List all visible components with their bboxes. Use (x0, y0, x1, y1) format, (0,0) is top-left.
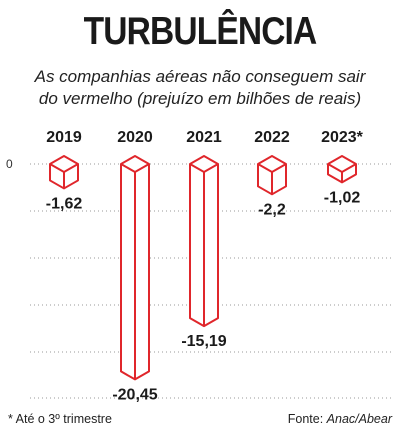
subtitle-line-1: As companhias aéreas não conseguem sair (34, 67, 366, 86)
value-label: -20,45 (112, 386, 157, 403)
value-label: -1,62 (46, 195, 83, 212)
value-label: -2,2 (258, 201, 286, 218)
source-prefix: Fonte: (287, 412, 327, 426)
y-axis-label-zero: 0 (6, 157, 13, 171)
chart-title: TURBULÊNCIA (83, 10, 318, 53)
category-label: 2021 (186, 129, 222, 146)
value-label: -1,02 (324, 189, 361, 206)
value-label: -15,19 (181, 333, 226, 350)
bar (327, 155, 357, 184)
category-label: 2022 (254, 129, 290, 146)
source: Fonte: Anac/Abear (288, 412, 392, 426)
category-label: 2020 (117, 129, 153, 146)
footnote: * Até o 3º trimestre (8, 412, 112, 426)
category-label: 2019 (46, 129, 82, 146)
source-name: Anac/Abear (326, 412, 392, 426)
chart-subtitle: As companhias aéreas não conseguem sair … (10, 66, 390, 110)
subtitle-line-2: do vermelho (prejuízo em bilhões de reai… (38, 89, 362, 108)
category-label: 2023* (321, 129, 364, 146)
